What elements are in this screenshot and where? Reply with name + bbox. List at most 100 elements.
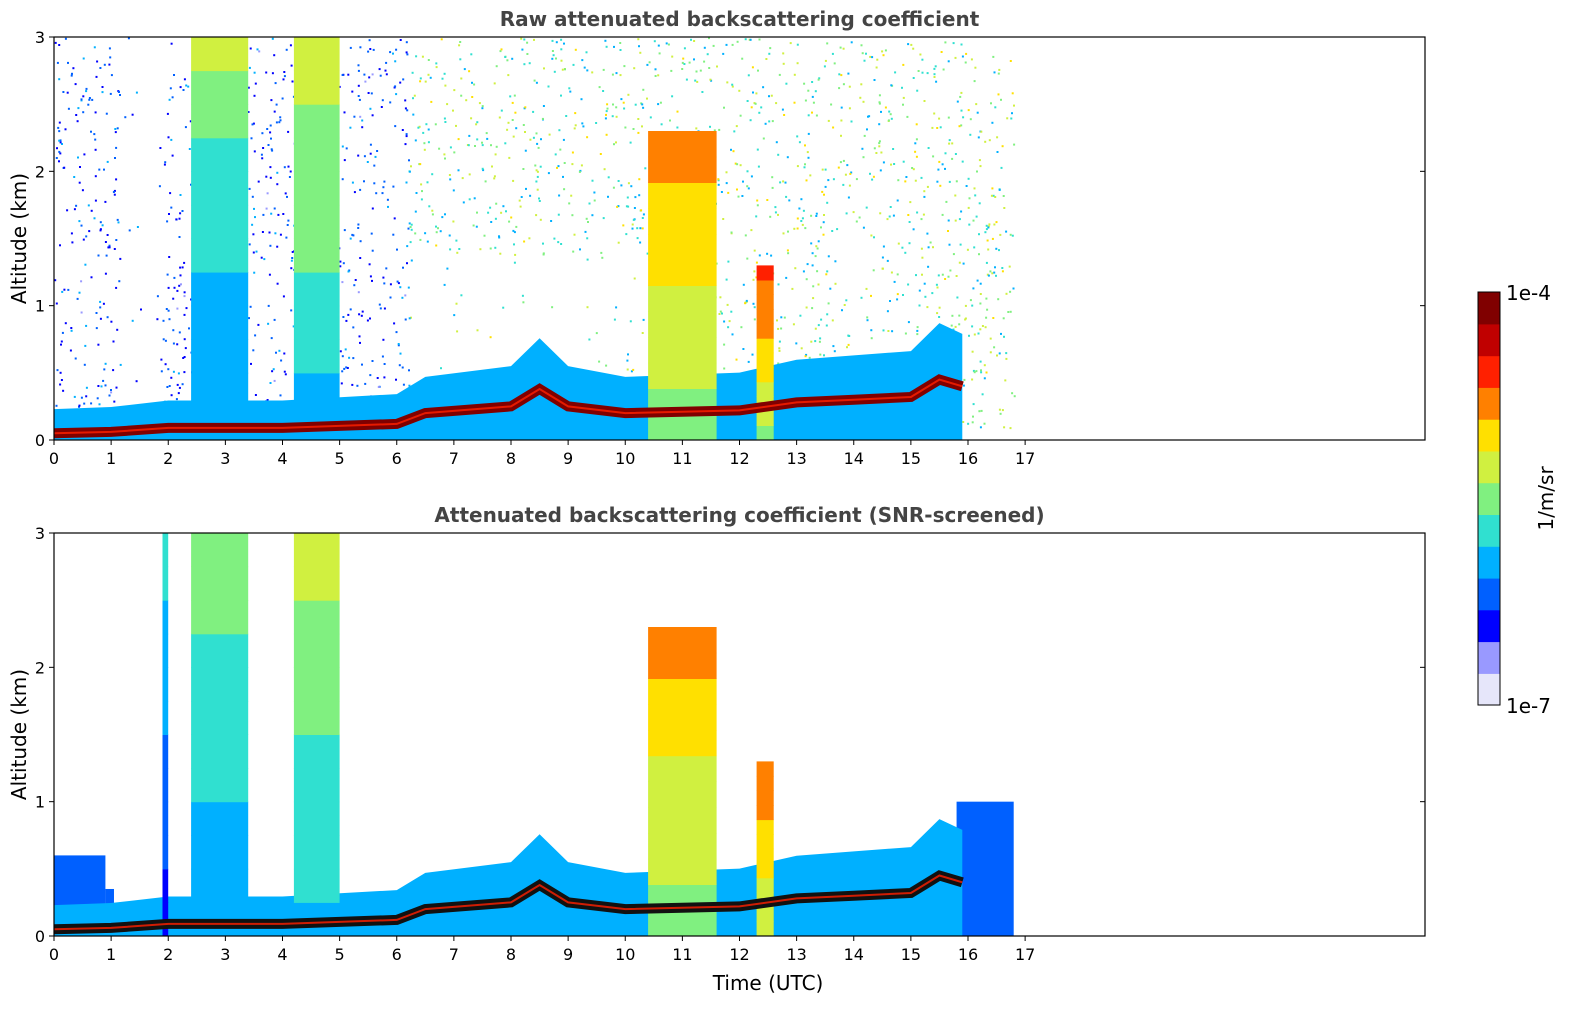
x-tick-label: 5 <box>335 945 345 964</box>
x-tick-label: 16 <box>958 945 978 964</box>
noise-dot <box>811 264 814 267</box>
noise-dot <box>405 133 408 136</box>
noise-dot <box>1012 287 1015 290</box>
x-tick-label: 3 <box>220 945 230 964</box>
noise-dot <box>926 72 929 75</box>
noise-dot <box>995 221 998 224</box>
noise-dot <box>533 79 536 82</box>
noise-dot <box>741 57 744 60</box>
noise-dot <box>947 116 950 119</box>
noise-dot <box>831 52 834 55</box>
noise-dot <box>999 412 1002 415</box>
noise-dot <box>641 125 643 128</box>
noise-dot <box>499 252 502 255</box>
noise-dot <box>872 269 875 272</box>
noise-dot <box>383 282 386 285</box>
noise-dot <box>70 327 73 329</box>
noise-dot <box>94 199 97 202</box>
noise-dot <box>586 306 589 309</box>
noise-dot <box>268 231 271 234</box>
noise-dot <box>778 349 781 352</box>
noise-dot <box>468 70 471 73</box>
noise-dot <box>506 59 509 62</box>
noise-dot <box>927 246 930 249</box>
noise-dot <box>183 295 186 298</box>
noise-dot <box>721 312 723 315</box>
noise-dot <box>804 99 807 102</box>
noise-dot <box>167 368 170 371</box>
noise-dot <box>405 135 408 138</box>
noise-dot <box>341 355 344 358</box>
noise-dot <box>634 103 637 106</box>
noise-dot <box>179 212 182 215</box>
noise-dot <box>753 306 756 309</box>
noise-dot <box>922 213 925 216</box>
noise-dot <box>90 402 93 405</box>
noise-dot <box>558 129 561 132</box>
noise-dot <box>870 337 873 340</box>
noise-dot <box>796 217 799 220</box>
noise-dot <box>535 132 538 135</box>
noise-dot <box>881 267 884 270</box>
noise-dot <box>359 341 361 344</box>
noise-dot <box>642 213 645 216</box>
noise-dot <box>96 397 99 400</box>
noise-dot <box>405 181 408 184</box>
noise-dot <box>379 307 382 310</box>
noise-dot <box>890 117 893 120</box>
noise-dot <box>292 325 295 328</box>
noise-dot <box>865 52 867 55</box>
noise-dot <box>574 124 577 127</box>
noise-dot <box>941 273 944 276</box>
noise-dot <box>72 67 75 70</box>
noise-dot <box>353 284 356 287</box>
noise-dot <box>426 181 429 184</box>
noise-dot <box>822 233 825 236</box>
noise-dot <box>725 182 728 185</box>
noise-dot <box>722 218 725 220</box>
noise-dot <box>118 280 121 283</box>
noise-dot <box>919 53 922 56</box>
noise-dot <box>113 400 116 403</box>
noise-dot <box>269 131 272 134</box>
noise-dot <box>962 116 965 119</box>
noise-dot <box>846 346 848 349</box>
noise-dot <box>378 303 381 306</box>
noise-dot <box>719 296 722 299</box>
noise-dot <box>735 358 738 361</box>
noise-dot <box>392 52 394 55</box>
noise-dot <box>267 144 270 146</box>
noise-dot <box>964 61 967 64</box>
noise-dot <box>247 86 250 89</box>
noise-dot <box>987 225 990 228</box>
noise-dot <box>660 123 663 126</box>
noise-dot <box>471 96 474 98</box>
noise-dot <box>985 228 988 231</box>
noise-dot <box>622 101 625 104</box>
x-tick-label: 4 <box>277 449 287 468</box>
noise-dot <box>427 73 430 76</box>
noise-dot <box>880 151 883 154</box>
x-tick-label: 11 <box>672 449 692 468</box>
noise-dot <box>363 73 366 76</box>
noise-dot <box>526 41 529 44</box>
noise-dot <box>502 306 505 309</box>
noise-dot <box>852 211 855 214</box>
noise-dot <box>423 148 426 151</box>
noise-dot <box>382 338 385 341</box>
noise-dot <box>421 190 423 193</box>
noise-dot <box>636 227 639 230</box>
colorbar-swatch <box>1478 482 1500 515</box>
noise-dot <box>263 258 266 261</box>
noise-dot <box>555 57 557 60</box>
noise-dot <box>997 93 1000 96</box>
noise-dot <box>892 214 895 217</box>
noise-dot <box>954 325 957 328</box>
noise-dot <box>342 262 345 265</box>
noise-dot <box>99 300 102 303</box>
noise-dot <box>784 181 787 184</box>
noise-dot <box>73 208 76 211</box>
noise-dot <box>70 232 73 235</box>
noise-dot <box>392 233 395 236</box>
